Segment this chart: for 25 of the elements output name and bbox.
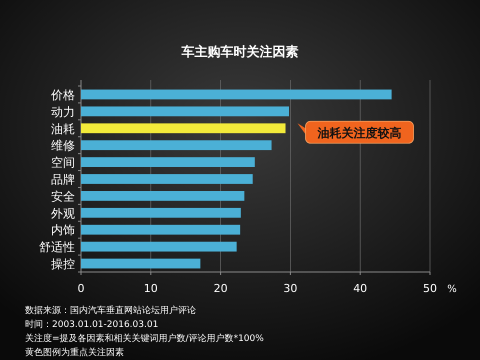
text: 关注度=提及各因素和相关关键词用户数/评论用户数*100% — [25, 333, 264, 344]
x-tick-label: 50 — [423, 282, 437, 295]
y-tick-label: 操控 — [51, 257, 75, 272]
y-tick-label: 安全 — [51, 189, 75, 204]
chart-title: 车主购车时关注因素 — [180, 44, 298, 60]
x-tick-label: 40 — [353, 282, 368, 295]
x-axis-title: % — [447, 284, 457, 295]
y-tick-label: 品牌 — [51, 172, 75, 186]
annotation: 油耗关注度较高 — [316, 126, 402, 140]
text: 时间：2003.01.01-2016.03.01 — [25, 319, 158, 330]
x-tick-label: 20 — [214, 282, 228, 295]
y-tick-label: 价格 — [50, 88, 75, 102]
y-tick-label: 外观 — [51, 206, 75, 220]
y-tick-label: 舒适性 — [39, 240, 75, 254]
x-tick-label: 0 — [78, 282, 84, 295]
y-tick-label: 油耗 — [51, 122, 75, 136]
text: 黄色图例为重点关注因素 — [25, 347, 124, 358]
y-tick-label: 动力 — [51, 104, 75, 119]
x-tick-label: 30 — [283, 282, 298, 295]
x-tick-label: 10 — [144, 282, 158, 295]
y-tick-label: 空间 — [51, 156, 75, 170]
callout: 油耗关注度较高 — [298, 120, 414, 144]
y-tick-label: 内饰 — [51, 223, 75, 238]
source-note: 数据来源：国内汽车垂直网站论坛用户评论 — [25, 305, 196, 316]
y-tick-label: 维修 — [51, 138, 75, 153]
